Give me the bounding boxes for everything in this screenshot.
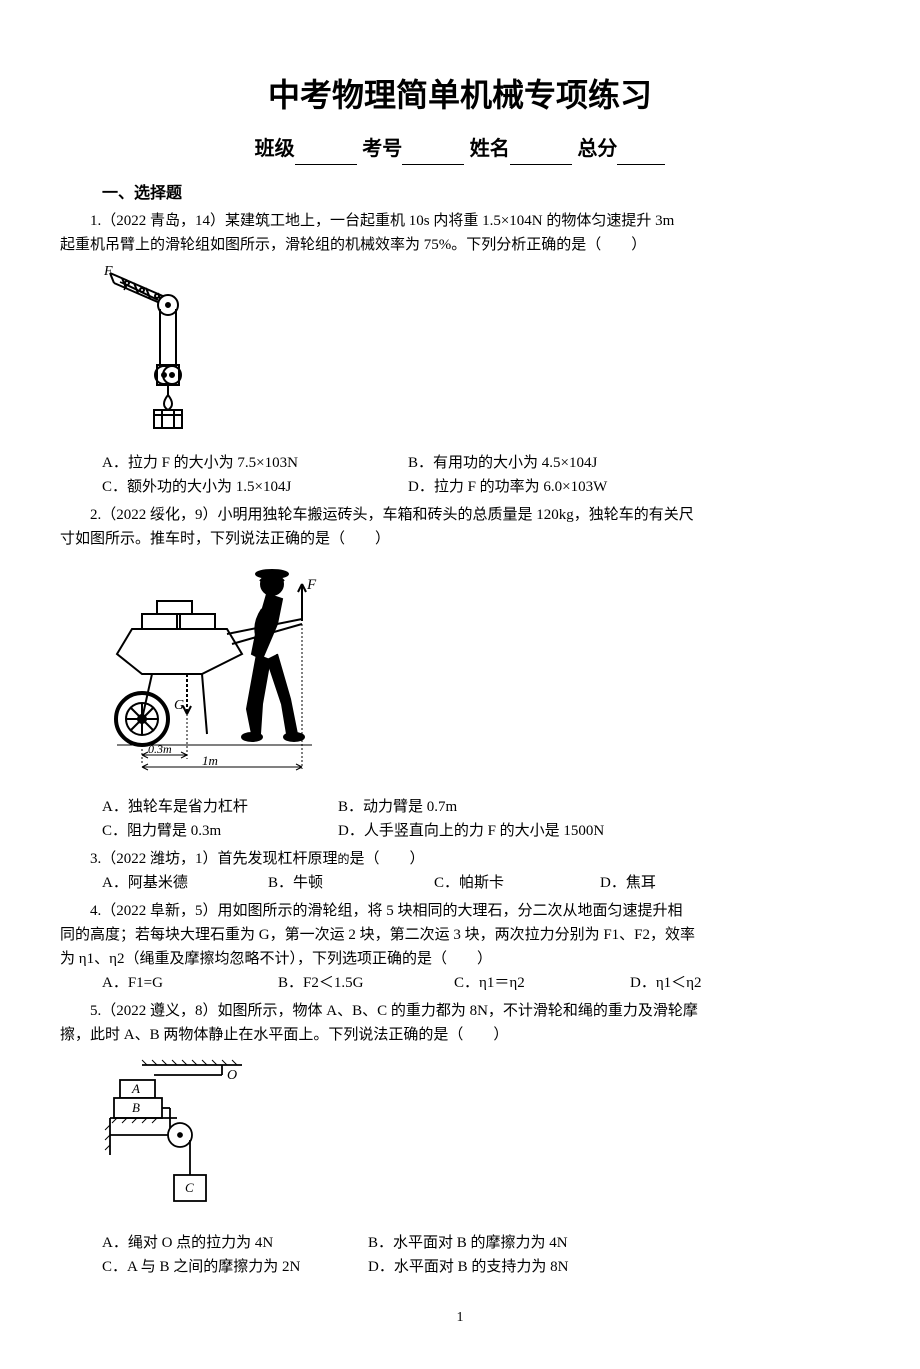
q3-option-a: A．阿基米德: [102, 871, 232, 895]
svg-text:O: O: [227, 1068, 237, 1083]
q5-option-a: A．绳对 O 点的拉力为 4N: [102, 1231, 332, 1255]
q2-option-a: A．独轮车是省力杠杆: [102, 795, 302, 819]
question-4: 4.（2022 阜新，5）用如图所示的滑轮组，将 5 块相同的大理石，分二次从地…: [60, 899, 860, 995]
q4-option-b: B．F2＜1.5G: [278, 971, 418, 995]
header-fields: 班级 考号 姓名 总分: [60, 133, 860, 165]
q5-option-d: D．水平面对 B 的支持力为 8N: [368, 1255, 568, 1279]
name-blank: [510, 145, 572, 165]
q2-stem-2: 寸如图所示。推车时，下列说法正确的是（ ）: [60, 527, 860, 551]
section-header: 一、选择题: [102, 181, 860, 207]
q4-option-c: C．η1＝η2: [454, 971, 594, 995]
question-1: 1.（2022 青岛，14）某建筑工地上，一台起重机 10s 内将重 1.5×1…: [60, 209, 860, 499]
svg-text:A: A: [131, 1081, 140, 1096]
q5-figure: O A B C: [102, 1055, 860, 1223]
q4-option-d: D．η1＜η2: [630, 971, 702, 995]
q1-figure: F: [102, 265, 860, 443]
q4-option-a: A．F1=G: [102, 971, 242, 995]
exam-no-blank: [402, 145, 464, 165]
exam-no-label: 考号: [362, 138, 402, 160]
q2-figure: F A G 0.3m 1m: [102, 559, 860, 787]
class-label: 班级: [255, 138, 295, 160]
q1-option-a: A．拉力 F 的大小为 7.5×103N: [102, 451, 372, 475]
q5-stem-2: 擦，此时 A、B 两物体静止在水平面上。下列说法正确的是（ ）: [60, 1023, 860, 1047]
svg-text:F: F: [103, 265, 113, 279]
page-number: 1: [60, 1307, 860, 1329]
document-title: 中考物理简单机械专项练习: [60, 70, 860, 121]
q1-option-d: D．拉力 F 的功率为 6.0×103W: [408, 475, 607, 499]
q5-option-c: C．A 与 B 之间的摩擦力为 2N: [102, 1255, 332, 1279]
svg-text:G: G: [174, 698, 184, 713]
question-2: 2.（2022 绥化，9）小明用独轮车搬运砖头，车箱和砖头的总质量是 120kg…: [60, 503, 860, 843]
q1-option-c: C．额外功的大小为 1.5×104J: [102, 475, 372, 499]
q4-stem-3: 为 η1、η2（绳重及摩擦均忽略不计），下列选项正确的是（ ）: [60, 947, 860, 971]
q4-stem-1: 4.（2022 阜新，5）用如图所示的滑轮组，将 5 块相同的大理石，分二次从地…: [60, 899, 860, 923]
total-label: 总分: [577, 138, 617, 160]
q3-option-b: B．牛顿: [268, 871, 398, 895]
q2-option-d: D．人手竖直向上的力 F 的大小是 1500N: [338, 819, 604, 843]
svg-text:B: B: [132, 1100, 140, 1115]
q3-option-d: D．焦耳: [600, 871, 656, 895]
q1-stem-1: 1.（2022 青岛，14）某建筑工地上，一台起重机 10s 内将重 1.5×1…: [60, 209, 860, 233]
q5-stem-1: 5.（2022 遵义，8）如图所示，物体 A、B、C 的重力都为 8N，不计滑轮…: [60, 999, 860, 1023]
q2-option-b: B．动力臂是 0.7m: [338, 795, 457, 819]
question-5: 5.（2022 遵义，8）如图所示，物体 A、B、C 的重力都为 8N，不计滑轮…: [60, 999, 860, 1279]
question-3: 3.（2022 潍坊，1）首先发现杠杆原理的是（ ） A．阿基米德 B．牛顿 C…: [60, 847, 860, 895]
svg-text:F: F: [306, 577, 317, 593]
svg-text:A: A: [261, 630, 271, 645]
svg-text:1m: 1m: [202, 753, 218, 768]
q4-stem-2: 同的高度；若每块大理石重为 G，第一次运 2 块，第二次运 3 块，两次拉力分别…: [60, 923, 860, 947]
q3-stem: 3.（2022 潍坊，1）首先发现杠杆原理的是（ ）: [60, 847, 860, 871]
q2-option-c: C．阻力臂是 0.3m: [102, 819, 302, 843]
q2-stem-1: 2.（2022 绥化，9）小明用独轮车搬运砖头，车箱和砖头的总质量是 120kg…: [60, 503, 860, 527]
q3-option-c: C．帕斯卡: [434, 871, 564, 895]
svg-text:0.3m: 0.3m: [148, 742, 172, 756]
class-blank: [295, 145, 357, 165]
q1-stem-2: 起重机吊臂上的滑轮组如图所示，滑轮组的机械效率为 75%。下列分析正确的是（ ）: [60, 233, 860, 257]
total-blank: [617, 145, 665, 165]
svg-text:C: C: [185, 1180, 194, 1195]
q1-option-b: B．有用功的大小为 4.5×104J: [408, 451, 597, 475]
name-label: 姓名: [470, 138, 510, 160]
q5-option-b: B．水平面对 B 的摩擦力为 4N: [368, 1231, 568, 1255]
